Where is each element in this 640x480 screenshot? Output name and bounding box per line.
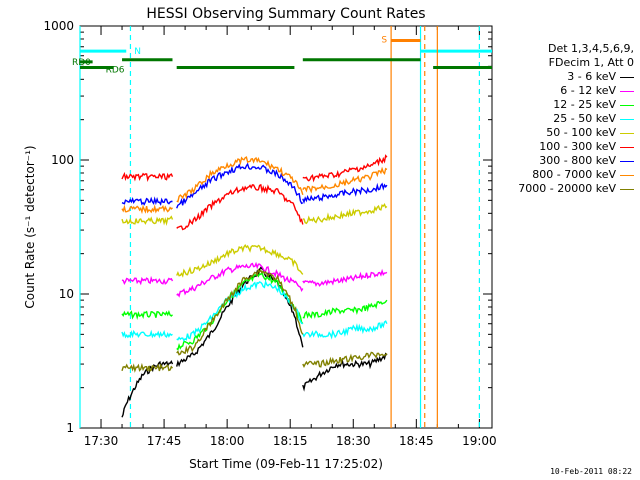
series-line-segment bbox=[176, 162, 304, 209]
x-tick-label: 18:45 bbox=[399, 434, 434, 448]
footer-timestamp: 10-Feb-2011 08:22 bbox=[550, 467, 632, 476]
chart-legend: Det 1,3,4,5,6,9, FDecim 1, Att 0 3 - 6 k… bbox=[484, 42, 634, 196]
mode-label-rd6: RD6 bbox=[106, 66, 125, 76]
legend-entry: 25 - 50 keV bbox=[484, 112, 634, 126]
legend-entry-label: 800 - 7000 keV bbox=[532, 168, 616, 181]
series-line-segment bbox=[121, 196, 173, 206]
legend-swatch bbox=[620, 160, 634, 162]
chart-title: HESSI Observing Summary Count Rates bbox=[146, 6, 425, 22]
series-3-6-kev bbox=[121, 266, 388, 418]
legend-swatch bbox=[620, 118, 634, 120]
x-tick-label: 17:45 bbox=[147, 434, 182, 448]
y-tick-label: 100 bbox=[51, 153, 74, 167]
legend-entry: 3 - 6 keV bbox=[484, 70, 634, 84]
series-line-segment bbox=[176, 268, 304, 356]
series-line-segment bbox=[121, 310, 173, 321]
legend-entry: 12 - 25 keV bbox=[484, 98, 634, 112]
legend-swatch bbox=[620, 90, 634, 92]
y-axis-label: Count Rate (s⁻¹ detector⁻¹) bbox=[23, 145, 37, 308]
x-tick-label: 19:00 bbox=[462, 434, 497, 448]
mode-label-rd0: RD0 bbox=[72, 58, 91, 68]
legend-entry: 300 - 800 keV bbox=[484, 154, 634, 168]
series-line-segment bbox=[121, 204, 173, 215]
series-line-segment bbox=[302, 166, 388, 194]
legend-entry: 100 - 300 keV bbox=[484, 140, 634, 154]
legend-swatch bbox=[620, 76, 634, 78]
series-line-segment bbox=[176, 279, 304, 342]
y-tick-label: 1 bbox=[66, 421, 74, 435]
mode-label-s: S bbox=[381, 35, 387, 45]
series-line-segment bbox=[176, 243, 304, 278]
series-line-segment bbox=[176, 183, 304, 231]
series-line-segment bbox=[176, 266, 304, 368]
legend-entry: 6 - 12 keV bbox=[484, 84, 634, 98]
series-line-segment bbox=[302, 352, 388, 392]
legend-header-line-1: Det 1,3,4,5,6,9, bbox=[547, 42, 634, 55]
series-6-12-kev bbox=[121, 261, 388, 298]
series-line-segment bbox=[302, 182, 388, 205]
series-100-300-kev bbox=[121, 154, 388, 231]
legend-swatch bbox=[620, 132, 634, 134]
x-tick-label: 18:15 bbox=[273, 434, 308, 448]
mode-label-n: N bbox=[134, 47, 141, 57]
x-tick-label: 18:00 bbox=[210, 434, 245, 448]
legend-swatch bbox=[620, 146, 634, 148]
legend-entry-label: 6 - 12 keV bbox=[560, 84, 616, 97]
legend-entry: 7000 - 20000 keV bbox=[484, 182, 634, 196]
legend-swatch bbox=[620, 188, 634, 190]
series-line-segment bbox=[176, 270, 304, 351]
series-line-segment bbox=[121, 362, 174, 373]
series-line-segment bbox=[121, 171, 174, 182]
series-25-50-kev bbox=[121, 279, 388, 342]
series-7000-20000-kev bbox=[121, 268, 388, 373]
legend-header-line-2: FDecim 1, Att 0 bbox=[548, 56, 634, 69]
series-800-7000-kev bbox=[121, 156, 388, 215]
series-50-100-kev bbox=[121, 202, 388, 278]
series-line-segment bbox=[302, 268, 388, 287]
series-line-segment bbox=[121, 329, 173, 339]
series-line-segment bbox=[302, 320, 388, 340]
series-line-segment bbox=[302, 299, 388, 319]
series-line-segment bbox=[302, 154, 388, 183]
series-line-segment bbox=[121, 360, 174, 418]
series-line-segment bbox=[121, 275, 174, 286]
legend-entry: 50 - 100 keV bbox=[484, 126, 634, 140]
series-line-segment bbox=[302, 202, 388, 225]
legend-entry-label: 25 - 50 keV bbox=[553, 112, 616, 125]
y-tick-label: 10 bbox=[59, 287, 74, 301]
x-tick-label: 18:30 bbox=[336, 434, 371, 448]
legend-swatch bbox=[620, 104, 634, 106]
series-12-25-kev bbox=[121, 270, 388, 351]
series-line-segment bbox=[302, 351, 388, 368]
x-axis-label: Start Time (09-Feb-11 17:25:02) bbox=[189, 457, 383, 471]
legend-entry-label: 300 - 800 keV bbox=[539, 154, 616, 167]
legend-entry-label: 7000 - 20000 keV bbox=[518, 182, 616, 195]
series-300-800-kev bbox=[121, 162, 388, 209]
y-tick-label: 1000 bbox=[43, 19, 74, 33]
legend-entry-label: 3 - 6 keV bbox=[567, 70, 616, 83]
legend-entry-label: 100 - 300 keV bbox=[539, 140, 616, 153]
x-tick-label: 17:30 bbox=[84, 434, 119, 448]
series-line-segment bbox=[176, 261, 304, 298]
legend-swatch bbox=[620, 174, 634, 176]
legend-entry-label: 50 - 100 keV bbox=[546, 126, 616, 139]
series-line-segment bbox=[121, 215, 174, 226]
legend-entry-label: 12 - 25 keV bbox=[553, 98, 616, 111]
series-line-segment bbox=[176, 156, 304, 203]
legend-entry: 800 - 7000 keV bbox=[484, 168, 634, 182]
